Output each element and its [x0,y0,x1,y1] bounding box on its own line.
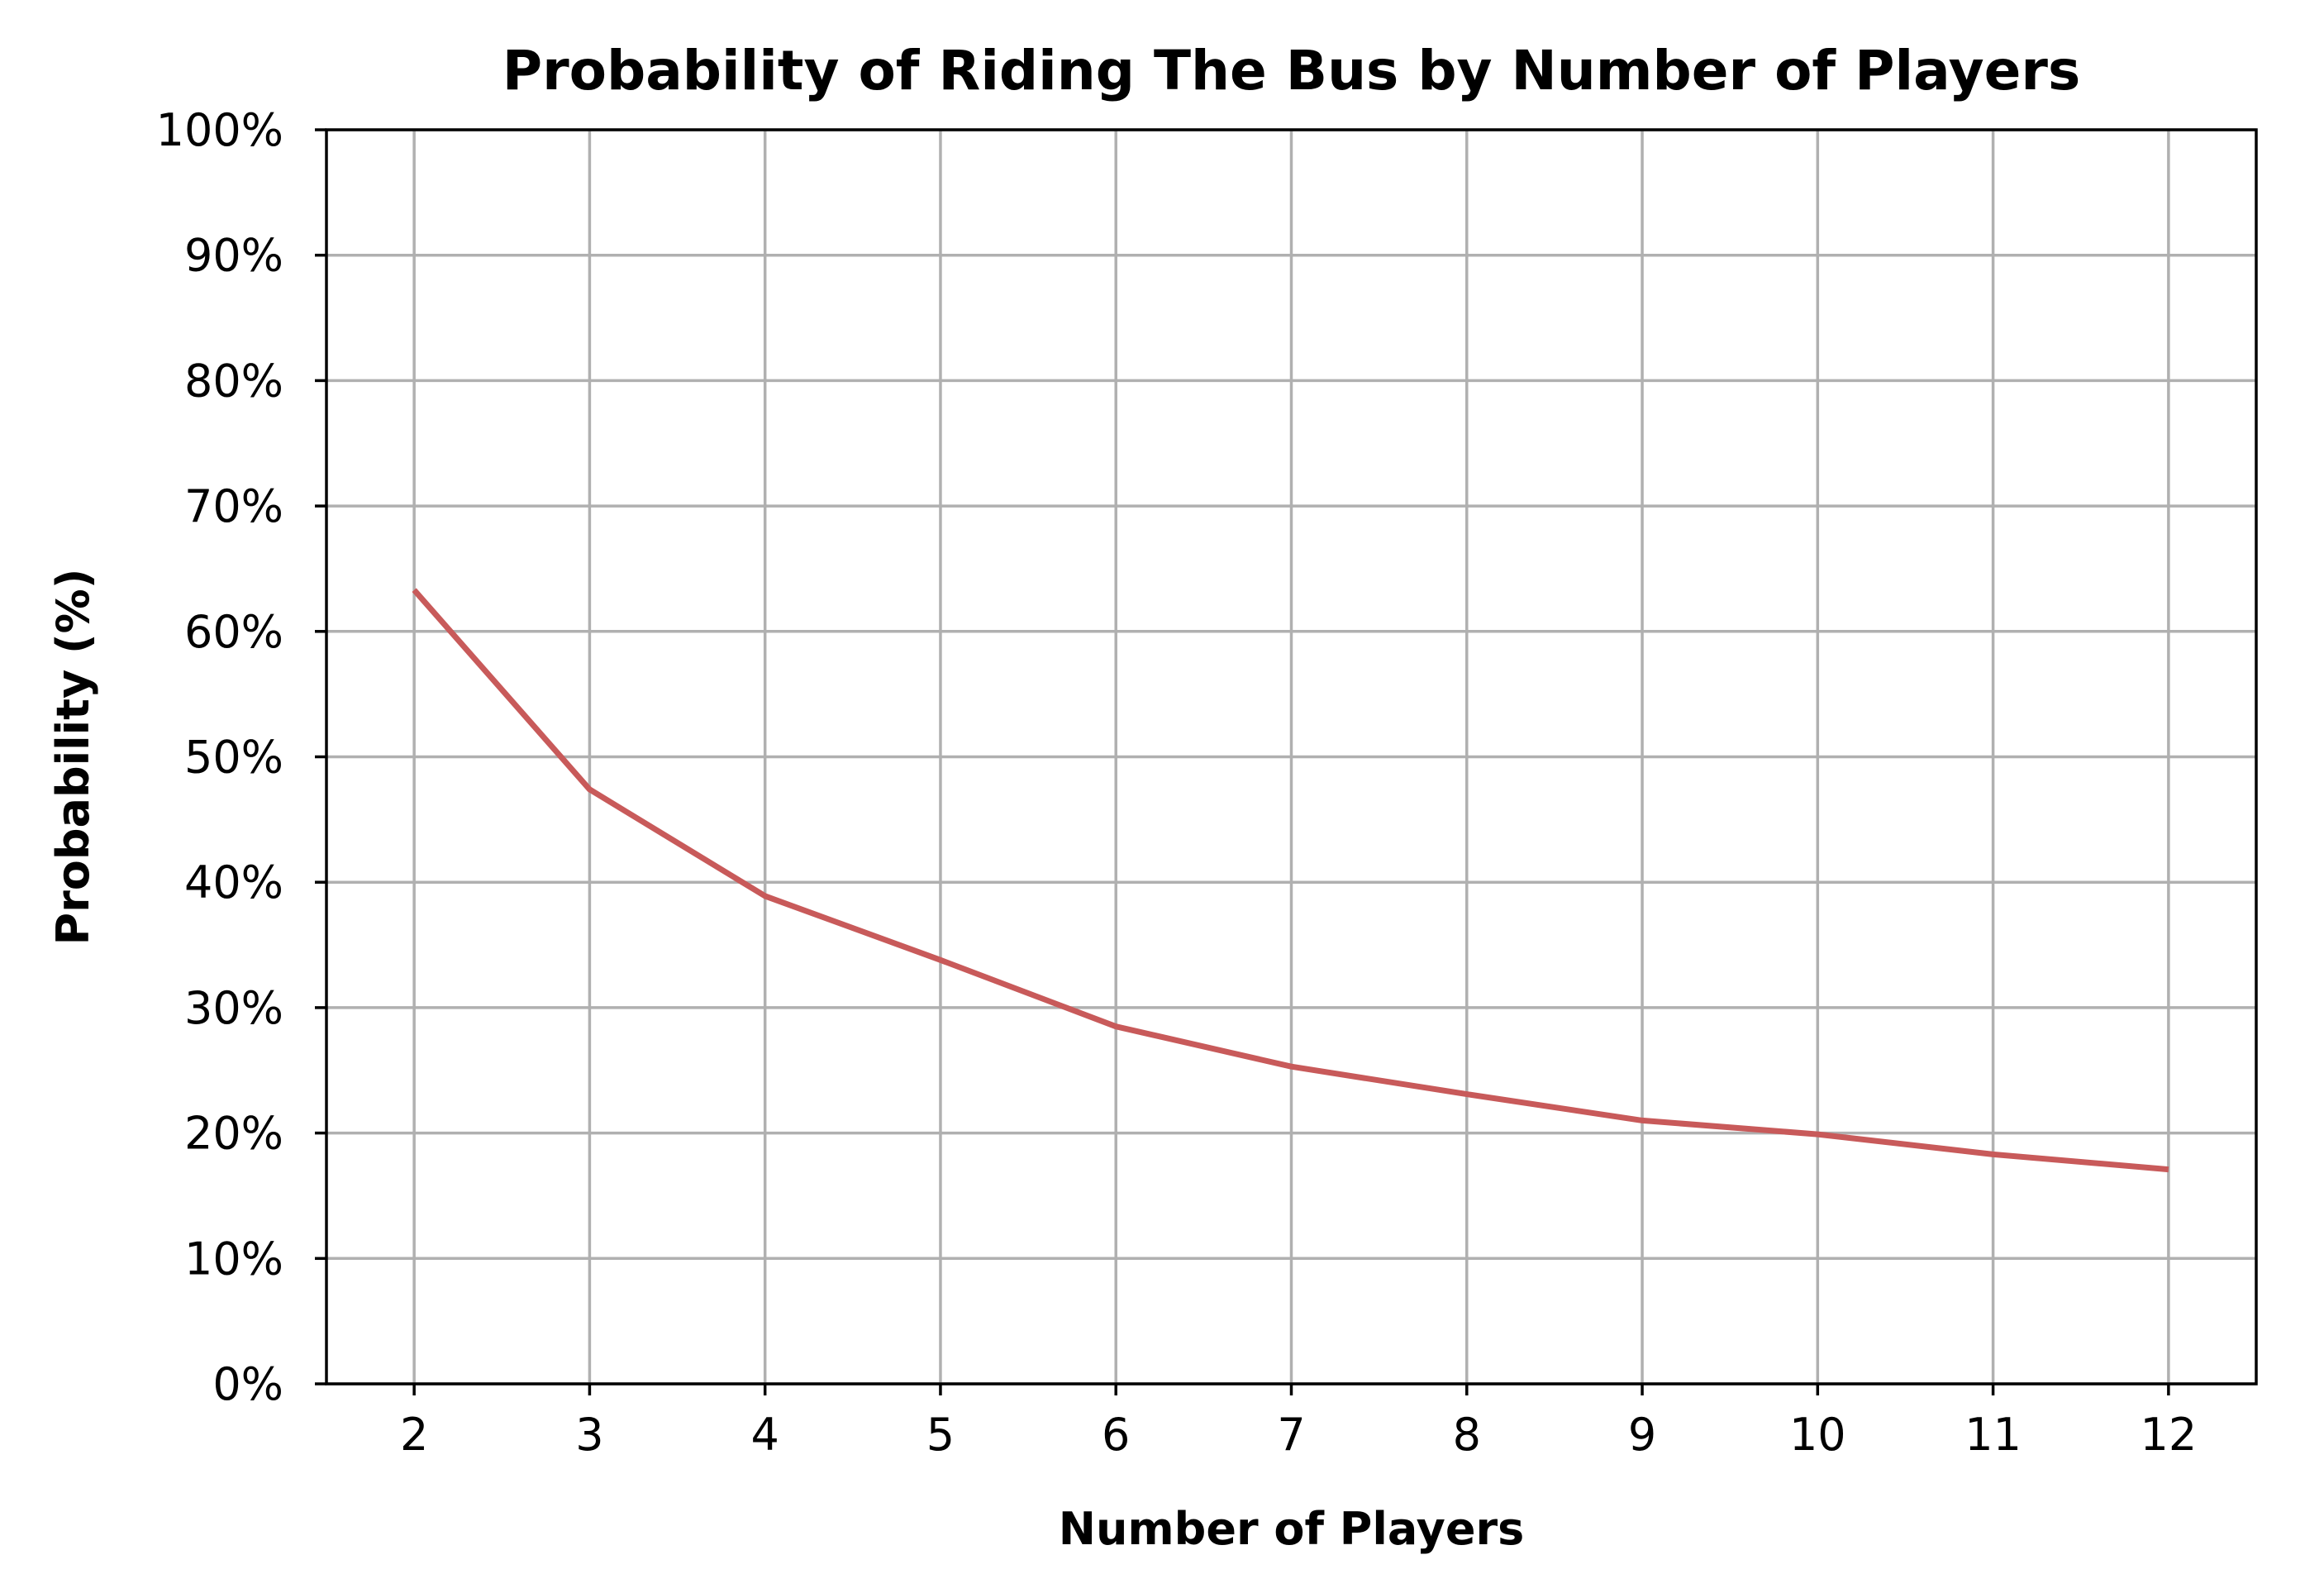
y-tick-label: 100% [156,104,283,156]
y-tick-label: 10% [184,1233,283,1285]
y-tick-label: 30% [184,982,283,1034]
tick-label-layer: 2 3 4 5 6 7 8 9 10 11 12 0% 10% 20% 30% 40% 50% 60% 70% 80%… [156,104,2198,1461]
tick-layer [315,128,2170,1395]
y-axis-label: Probability (%) [47,569,99,946]
y-tick-label: 0% [212,1358,283,1410]
y-tick-label: 40% [184,856,283,909]
grid [326,128,2256,1386]
y-tick-label: 90% [184,230,283,282]
series-line [412,588,2169,1173]
x-axis-label: Number of Players [1059,1503,1524,1555]
x-tick-label: 2 [400,1409,428,1461]
x-tick-label: 11 [1964,1409,2022,1461]
y-tick-label: 60% [184,606,283,658]
chart-title: Probability of Riding The Bus by Number … [502,39,2081,103]
x-tick-label: 9 [1628,1409,1656,1461]
x-tick-label: 12 [2141,1409,2198,1461]
y-tick-label: 20% [184,1108,283,1160]
x-tick-label: 10 [1789,1409,1846,1461]
y-tick-label: 50% [184,732,283,784]
x-tick-label: 7 [1277,1409,1305,1461]
x-tick-label: 5 [926,1409,955,1461]
x-tick-label: 4 [751,1409,779,1461]
x-tick-label: 3 [575,1409,603,1461]
x-tick-label: 6 [1102,1409,1130,1461]
x-tick-label: 8 [1453,1409,1481,1461]
y-tick-label: 70% [184,480,283,532]
y-tick-label: 80% [184,355,283,407]
series-layer [412,588,2169,1173]
